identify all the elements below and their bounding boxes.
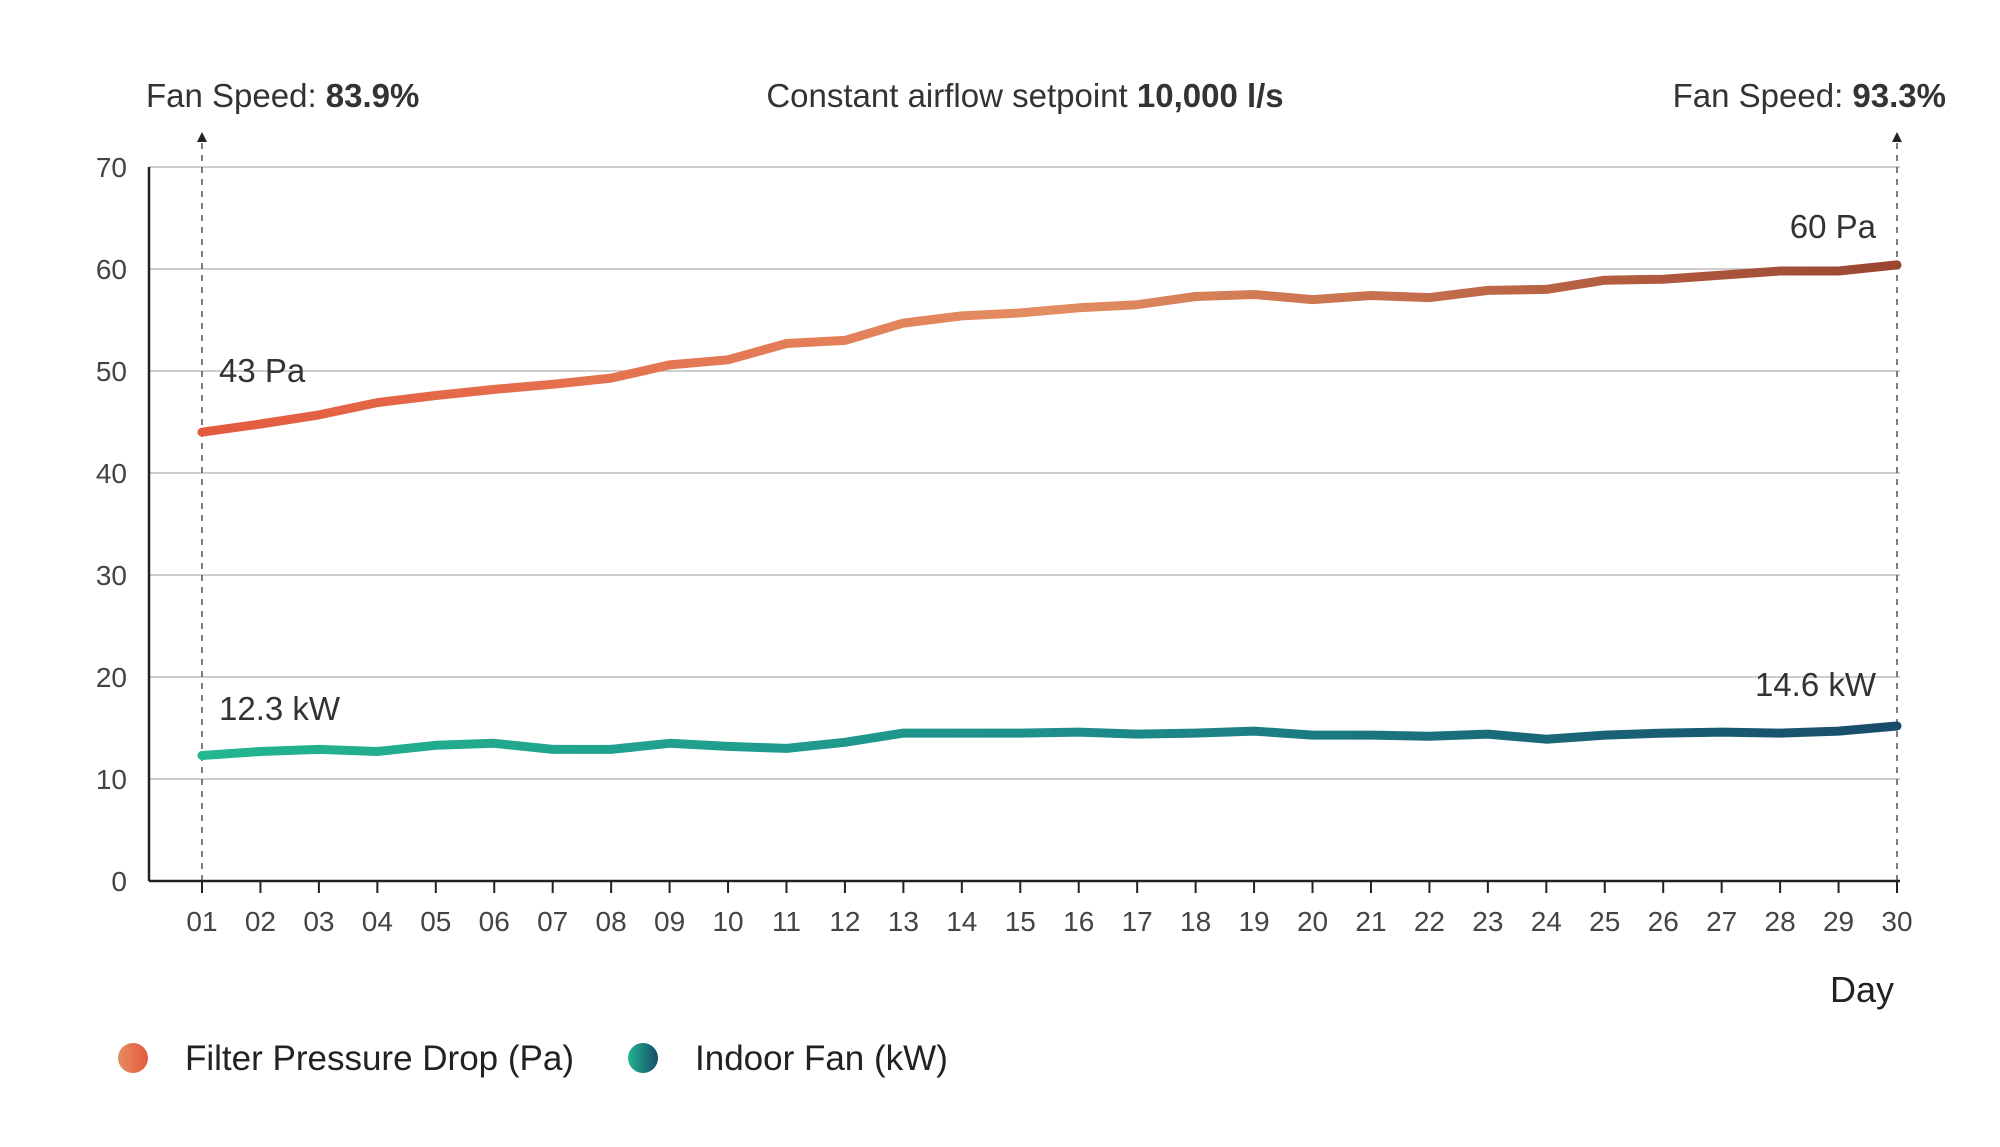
y-tick-label-10: 10 bbox=[96, 764, 127, 795]
fan-start-label: 12.3 kW bbox=[219, 690, 341, 727]
gridlines bbox=[149, 166, 1900, 780]
x-tick-label-03: 03 bbox=[303, 906, 334, 937]
y-tick-label-60: 60 bbox=[96, 254, 127, 285]
x-tick-label-02: 02 bbox=[245, 906, 276, 937]
x-tick-label-26: 26 bbox=[1648, 906, 1679, 937]
legend-swatch-indoor-fan bbox=[628, 1043, 658, 1073]
legend-swatch-filter-pressure-drop bbox=[118, 1043, 148, 1073]
x-tick-label-24: 24 bbox=[1531, 906, 1562, 937]
x-tick-label-09: 09 bbox=[654, 906, 685, 937]
right-fan-speed-value: 93.3% bbox=[1852, 77, 1946, 114]
x-tick-label-19: 19 bbox=[1238, 906, 1269, 937]
y-tick-label-30: 30 bbox=[96, 560, 127, 591]
x-tick-label-04: 04 bbox=[362, 906, 393, 937]
x-tick-label-22: 22 bbox=[1414, 906, 1445, 937]
left-fan-speed-value: 83.9% bbox=[326, 77, 420, 114]
legend-label-filter-pressure-drop: Filter Pressure Drop (Pa) bbox=[185, 1039, 574, 1078]
x-tick-label-30: 30 bbox=[1881, 906, 1912, 937]
airflow-setpoint: Constant airflow setpoint 10,000 l/s bbox=[766, 77, 1283, 114]
series-line-indoor-fan bbox=[197, 721, 1902, 760]
end-marker-arrow-icon bbox=[1892, 132, 1902, 142]
x-tick-label-20: 20 bbox=[1297, 906, 1328, 937]
x-tick-label-27: 27 bbox=[1706, 906, 1737, 937]
y-tick-label-70: 70 bbox=[96, 152, 127, 183]
x-tick-label-07: 07 bbox=[537, 906, 568, 937]
x-ticks: 01 02 03 04 05 06 07 08 09 10 11 12 13 14 15 16 17 18 19 20… bbox=[186, 881, 1913, 937]
x-tick-label-17: 17 bbox=[1122, 906, 1153, 937]
y-tick-label-20: 20 bbox=[96, 662, 127, 693]
start-marker-arrow-icon bbox=[197, 132, 207, 142]
series-line-filter-pressure-drop bbox=[197, 260, 1902, 437]
y-tick-label-50: 50 bbox=[96, 356, 127, 387]
x-tick-label-18: 18 bbox=[1180, 906, 1211, 937]
x-tick-label-28: 28 bbox=[1765, 906, 1796, 937]
series-points bbox=[202, 265, 1897, 756]
pressure-start-label: 43 Pa bbox=[219, 352, 306, 389]
x-tick-label-23: 23 bbox=[1472, 906, 1503, 937]
x-tick-label-08: 08 bbox=[596, 906, 627, 937]
left-fan-speed: Fan Speed: 83.9% bbox=[146, 77, 419, 114]
x-tick-label-13: 13 bbox=[888, 906, 919, 937]
y-tick-labels: 0 10 20 30 40 50 60 70 bbox=[96, 152, 127, 897]
x-tick-label-16: 16 bbox=[1063, 906, 1094, 937]
x-tick-label-25: 25 bbox=[1589, 906, 1620, 937]
fan-end-label: 14.6 kW bbox=[1755, 666, 1877, 703]
x-tick-label-14: 14 bbox=[946, 906, 977, 937]
x-tick-label-01: 01 bbox=[186, 906, 217, 937]
x-tick-label-10: 10 bbox=[712, 906, 743, 937]
legend: Filter Pressure Drop (Pa) Indoor Fan (kW… bbox=[118, 1039, 948, 1078]
y-tick-label-0: 0 bbox=[111, 866, 127, 897]
y-tick-label-40: 40 bbox=[96, 458, 127, 489]
x-tick-label-21: 21 bbox=[1355, 906, 1386, 937]
x-axis-label: Day bbox=[1830, 969, 1894, 1010]
x-tick-label-11: 11 bbox=[772, 906, 801, 937]
pressure-end-label: 60 Pa bbox=[1790, 208, 1877, 245]
airflow-setpoint-value: 10,000 l/s bbox=[1137, 77, 1284, 114]
x-tick-label-15: 15 bbox=[1005, 906, 1036, 937]
right-fan-speed: Fan Speed: 93.3% bbox=[1673, 77, 1946, 114]
legend-label-indoor-fan: Indoor Fan (kW) bbox=[695, 1039, 948, 1078]
x-tick-label-29: 29 bbox=[1823, 906, 1854, 937]
x-tick-label-06: 06 bbox=[479, 906, 510, 937]
x-tick-label-12: 12 bbox=[829, 906, 860, 937]
x-tick-label-05: 05 bbox=[420, 906, 451, 937]
